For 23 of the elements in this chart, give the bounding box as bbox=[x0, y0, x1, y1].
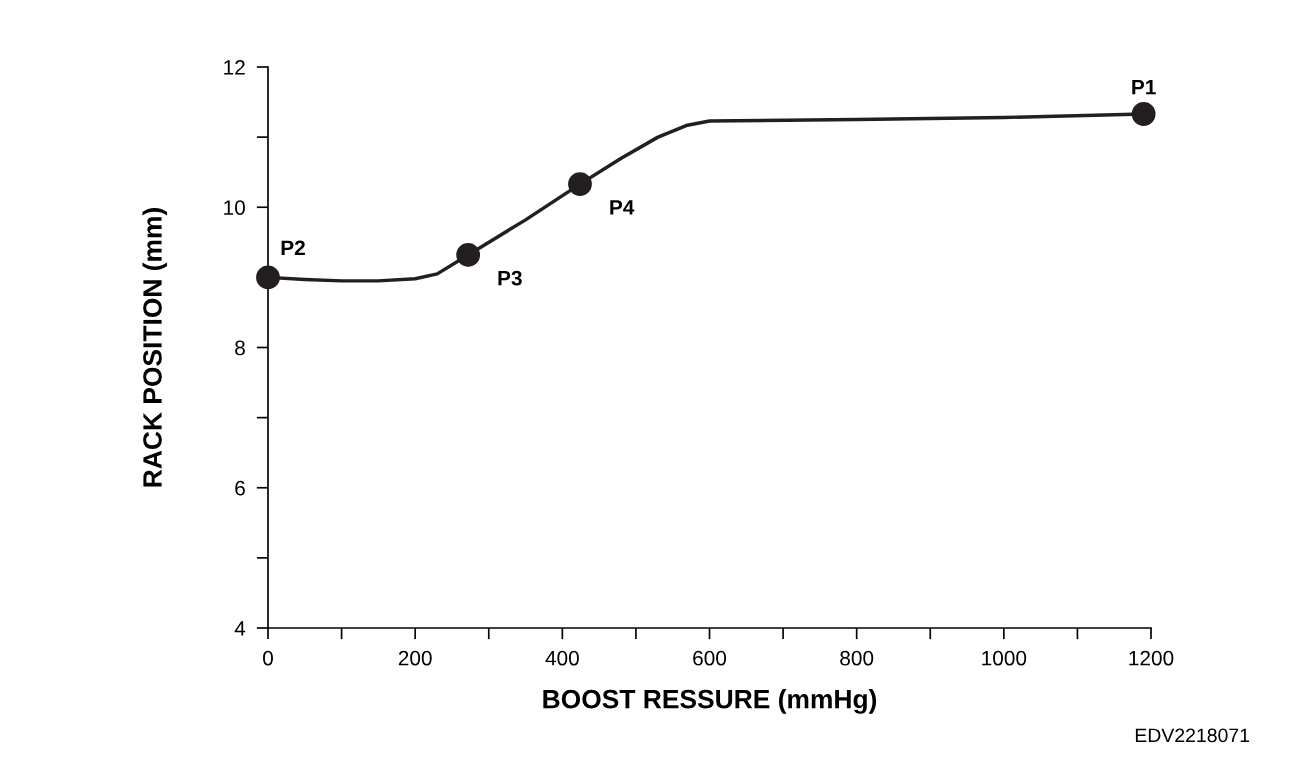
y-tick-label: 12 bbox=[224, 60, 245, 75]
text: EDV2218071 bbox=[1135, 728, 1250, 743]
annotation: P1 bbox=[1132, 80, 1156, 95]
x-tick-label: 1200 bbox=[1129, 650, 1174, 666]
point bbox=[568, 172, 592, 197]
y-tick-label: 10 bbox=[224, 200, 245, 215]
x-axis-title: BOOST RESSURE (mmHg) bbox=[543, 689, 877, 714]
annotation: P2 bbox=[281, 240, 305, 255]
x-tick-label: 400 bbox=[545, 650, 579, 666]
x-tick-label: 200 bbox=[398, 650, 432, 666]
y-tick-label: 6 bbox=[235, 480, 245, 496]
y-axis-title: RACK POSITION (mm) bbox=[142, 208, 168, 487]
y-tick-label: 8 bbox=[235, 340, 245, 356]
y-tick-label: 4 bbox=[234, 621, 246, 636]
point bbox=[256, 265, 280, 290]
annotation: P4 bbox=[610, 200, 635, 215]
x-tick-label: 800 bbox=[840, 650, 874, 666]
annotation: P3 bbox=[498, 270, 522, 286]
x-tick-label: 1000 bbox=[982, 650, 1027, 666]
x-tick-label: 0 bbox=[263, 650, 273, 666]
point bbox=[1131, 102, 1156, 126]
point bbox=[456, 243, 481, 267]
x-tick-label: 600 bbox=[693, 650, 727, 666]
